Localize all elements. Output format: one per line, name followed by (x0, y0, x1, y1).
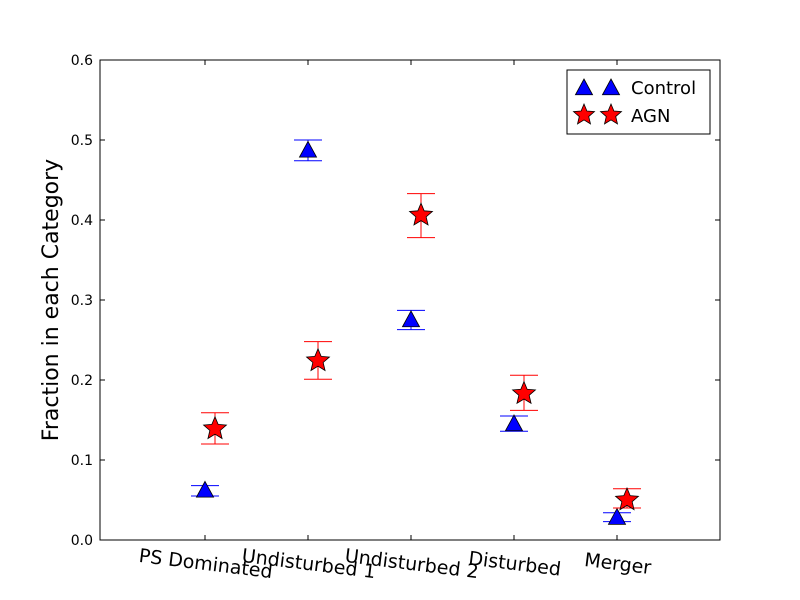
control-triangle-marker (504, 414, 524, 432)
plot-marks (191, 139, 641, 525)
legend-marker (574, 78, 594, 96)
y-tick-label: 0.6 (71, 53, 93, 69)
y-tick-label: 0.1 (71, 453, 93, 469)
y-tick-label: 0.4 (71, 213, 93, 229)
legend-marker (601, 78, 621, 96)
control-triangle-marker (298, 140, 318, 158)
y-tick-label: 0.2 (71, 373, 93, 389)
control-triangle-marker (607, 507, 627, 525)
y-axis-ticks: 0.0 0.1 0.2 0.3 0.4 0.5 0.6 (71, 53, 720, 549)
y-tick-label: 0.0 (71, 533, 93, 549)
agn-star-marker (202, 415, 228, 440)
agn-star-marker (511, 380, 537, 405)
legend-label: AGN (631, 106, 670, 127)
legend-label: Control (631, 78, 696, 99)
control-triangle-marker (401, 310, 421, 328)
x-tick-label: Disturbed (467, 547, 562, 580)
legend: Control AGN (566, 69, 711, 135)
x-tick-label: Merger (583, 549, 652, 579)
agn-star-marker (408, 202, 434, 226)
legend-marker (572, 102, 596, 125)
y-tick-label: 0.3 (71, 293, 93, 309)
y-tick-label: 0.5 (71, 133, 93, 149)
legend-marker (599, 102, 623, 125)
agn-star-marker (614, 486, 640, 511)
agn-star-marker (305, 347, 331, 372)
control-triangle-marker (195, 480, 215, 498)
legend-frame (566, 69, 711, 135)
y-axis-label: Fraction in each Category (39, 159, 64, 441)
